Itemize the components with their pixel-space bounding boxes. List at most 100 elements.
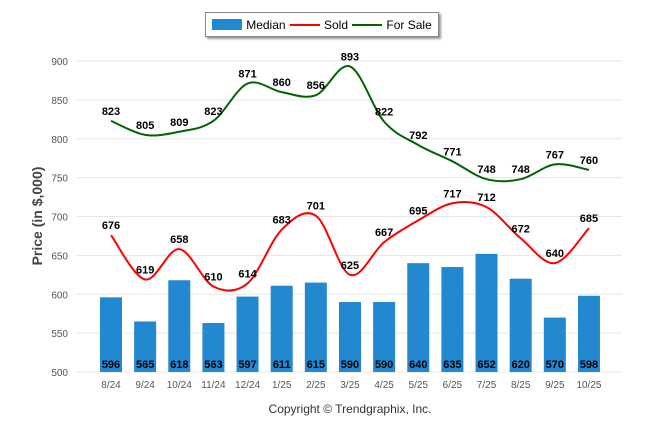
sold-data-label: 683 xyxy=(273,215,291,227)
sold-data-label: 701 xyxy=(307,201,325,213)
sold-data-label: 676 xyxy=(102,220,120,232)
y-tick-label: 750 xyxy=(51,174,68,185)
median-bar-label: 652 xyxy=(477,359,495,371)
legend-label-median: Median xyxy=(246,17,286,32)
median-bar-label: 615 xyxy=(307,359,325,371)
y-tick-label: 850 xyxy=(51,96,68,107)
for-sale-data-label: 748 xyxy=(477,164,495,176)
legend-item-sold[interactable]: Sold xyxy=(289,17,348,32)
median-bar xyxy=(304,282,327,372)
median-bar-label: 598 xyxy=(580,359,598,371)
for-sale-data-label: 771 xyxy=(443,146,461,158)
median-bar xyxy=(168,280,191,372)
median-bar-label: 620 xyxy=(512,359,530,371)
y-tick-label: 700 xyxy=(51,213,68,224)
y-tick-label: 500 xyxy=(51,368,68,379)
for-sale-swatch xyxy=(352,23,383,26)
median-bar xyxy=(407,263,430,372)
x-tick-label: 8/24 xyxy=(101,380,121,391)
x-tick-label: 4/25 xyxy=(374,380,394,391)
y-tick-label: 800 xyxy=(51,135,68,146)
median-bar-label: 635 xyxy=(443,359,461,371)
median-bar xyxy=(100,297,122,372)
median-bar xyxy=(577,295,600,372)
median-swatch xyxy=(212,19,243,30)
y-tick-label: 600 xyxy=(51,290,68,301)
x-tick-label: 11/24 xyxy=(201,380,226,391)
for-sale-data-label: 792 xyxy=(409,130,427,142)
sold-data-label: 712 xyxy=(477,192,495,204)
legend: Median Sold For Sale xyxy=(205,12,439,37)
for-sale-data-label: 823 xyxy=(102,106,120,118)
for-sale-data-label: 767 xyxy=(546,149,564,161)
median-bar xyxy=(475,253,498,372)
sold-swatch xyxy=(289,23,320,26)
x-tick-label: 6/25 xyxy=(443,380,463,391)
sold-data-label: 667 xyxy=(375,227,393,239)
sold-data-label: 695 xyxy=(409,205,427,217)
x-tick-label: 10/25 xyxy=(576,380,601,391)
median-bar-label: 563 xyxy=(204,359,222,371)
for-sale-data-label: 805 xyxy=(136,120,154,132)
for-sale-data-label: 822 xyxy=(375,107,393,119)
median-bar-label: 570 xyxy=(546,359,564,371)
x-tick-label: 7/25 xyxy=(477,380,497,391)
median-bar xyxy=(543,317,566,372)
legend-label-sold: Sold xyxy=(323,17,348,32)
for-sale-data-label: 860 xyxy=(273,77,291,89)
for-sale-line xyxy=(110,65,590,183)
legend-item-median[interactable]: Median xyxy=(212,17,286,32)
median-bar xyxy=(338,302,361,372)
median-bar-label: 590 xyxy=(375,359,393,371)
sold-data-label: 685 xyxy=(580,213,598,225)
x-tick-label: 9/24 xyxy=(135,380,155,391)
for-sale-data-label: 823 xyxy=(204,106,222,118)
sold-data-label: 658 xyxy=(170,234,188,246)
sold-data-label: 640 xyxy=(546,248,564,260)
y-tick-label: 650 xyxy=(51,251,68,262)
median-bar xyxy=(202,323,225,372)
sold-line xyxy=(110,201,590,292)
x-tick-label: 9/25 xyxy=(545,380,565,391)
legend-item-for-sale[interactable]: For Sale xyxy=(352,17,432,32)
median-bar-label: 597 xyxy=(238,359,256,371)
x-tick-label: 8/25 xyxy=(511,380,531,391)
sold-data-label: 717 xyxy=(443,188,461,200)
median-bar-label: 596 xyxy=(102,359,120,371)
copyright: Copyright © Trendgraphix, Inc. xyxy=(268,402,432,416)
median-bar xyxy=(373,302,396,372)
sold-data-label: 625 xyxy=(341,260,359,272)
x-tick-label: 10/24 xyxy=(167,380,192,391)
median-bar xyxy=(509,278,532,372)
median-bar-label: 618 xyxy=(170,359,188,371)
median-bar-label: 640 xyxy=(409,359,427,371)
for-sale-data-label: 748 xyxy=(512,164,530,176)
median-bar xyxy=(441,267,464,372)
sold-data-label: 610 xyxy=(204,271,222,283)
x-tick-label: 3/25 xyxy=(340,380,360,391)
for-sale-data-label: 856 xyxy=(307,80,325,92)
sold-data-label: 619 xyxy=(136,264,154,276)
x-tick-label: 2/25 xyxy=(306,380,326,391)
for-sale-data-label: 893 xyxy=(341,51,359,63)
median-bar xyxy=(270,285,293,372)
for-sale-data-label: 871 xyxy=(238,69,256,81)
median-bar-label: 611 xyxy=(273,359,291,371)
x-tick-label: 5/25 xyxy=(409,380,429,391)
median-bar-label: 590 xyxy=(341,359,359,371)
legend-label-for-sale: For Sale xyxy=(386,17,432,32)
y-axis-label: Price (in $,000) xyxy=(29,167,45,266)
for-sale-data-label: 760 xyxy=(580,155,598,167)
x-tick-label: 1/25 xyxy=(272,380,292,391)
sold-data-label: 672 xyxy=(512,223,530,235)
for-sale-data-label: 809 xyxy=(170,117,188,129)
median-bar-label: 565 xyxy=(136,359,154,371)
y-tick-label: 550 xyxy=(51,329,68,340)
x-tick-label: 12/24 xyxy=(235,380,260,391)
median-bar xyxy=(134,321,157,372)
y-tick-label: 900 xyxy=(51,57,68,68)
sold-data-label: 614 xyxy=(238,268,257,280)
median-bar xyxy=(236,296,259,372)
